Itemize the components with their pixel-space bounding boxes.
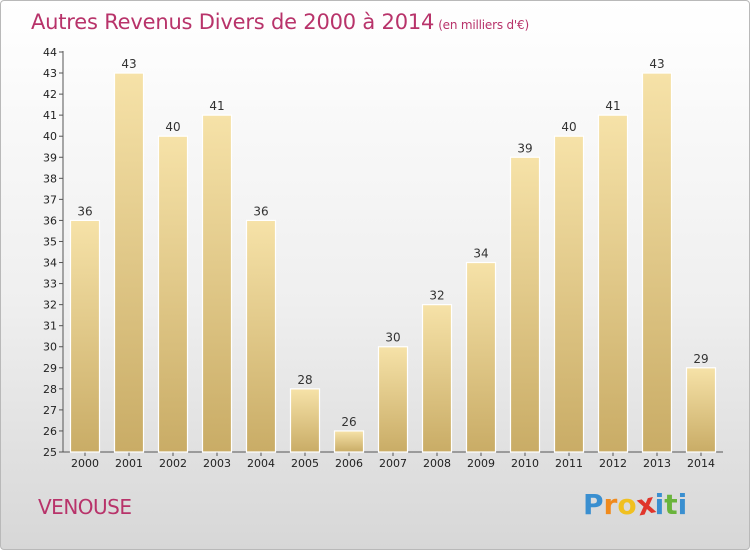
y-tick-label: 28 xyxy=(43,383,57,396)
x-tick-label: 2005 xyxy=(291,457,319,470)
bar-2011 xyxy=(553,135,585,453)
y-tick-label: 27 xyxy=(43,404,57,417)
data-label-2006: 26 xyxy=(341,415,356,429)
bar-2000 xyxy=(69,219,101,453)
x-tick-label: 2011 xyxy=(555,457,583,470)
y-tick-label: 26 xyxy=(43,425,57,438)
logo-letter: t xyxy=(664,488,678,521)
data-label-2005: 28 xyxy=(297,373,312,387)
bar-2010 xyxy=(509,156,541,453)
data-label-2003: 41 xyxy=(209,99,224,113)
logo-letter: i xyxy=(654,488,665,521)
x-tick-label: 2010 xyxy=(511,457,539,470)
data-label-2010: 39 xyxy=(517,141,532,155)
x-tick-label: 2012 xyxy=(599,457,627,470)
chart-title: Autres Revenus Divers de 2000 à 2014 (en … xyxy=(31,10,529,34)
commune-name: VENOUSE xyxy=(38,495,132,519)
bar-2005 xyxy=(289,388,321,453)
y-tick-label: 30 xyxy=(43,341,57,354)
y-tick-label: 37 xyxy=(43,193,57,206)
bar-2013 xyxy=(641,72,673,453)
x-tick-label: 2008 xyxy=(423,457,451,470)
y-tick-label: 35 xyxy=(43,235,57,248)
bar-2007 xyxy=(377,346,409,453)
data-label-2008: 32 xyxy=(429,289,444,303)
bar-2002 xyxy=(157,135,189,453)
x-tick-label: 2002 xyxy=(159,457,187,470)
proxiti-logo: Proxiti xyxy=(583,486,688,522)
logo-letter: i xyxy=(677,488,688,521)
y-tick-label: 39 xyxy=(43,151,57,164)
y-tick-label: 33 xyxy=(43,278,57,291)
y-tick-label: 34 xyxy=(43,257,57,270)
bar-2004 xyxy=(245,219,277,453)
y-tick-label: 36 xyxy=(43,214,57,227)
logo-letter: o xyxy=(617,488,637,521)
bar-2014 xyxy=(685,367,717,453)
y-tick-label: 32 xyxy=(43,299,57,312)
logo-letter: P xyxy=(583,488,604,521)
data-label-2002: 40 xyxy=(165,120,180,134)
x-tick-label: 2007 xyxy=(379,457,407,470)
data-label-2014: 29 xyxy=(693,352,708,366)
y-tick-label: 31 xyxy=(43,320,57,333)
data-label-2013: 43 xyxy=(649,57,664,71)
y-tick-label: 29 xyxy=(43,362,57,375)
chart-title-text: Autres Revenus Divers de 2000 à 2014 xyxy=(31,10,435,34)
data-label-2004: 36 xyxy=(253,204,268,218)
y-tick-label: 44 xyxy=(43,46,57,59)
y-tick-label: 43 xyxy=(43,67,57,80)
chart-axes: 25 26 27 28 29 30 31 32 33 34 35 36 37 38 39 40 41 42 43 44… xyxy=(43,46,723,470)
x-tick-label: 2006 xyxy=(335,457,363,470)
chart-bars xyxy=(69,72,717,453)
data-label-2001: 43 xyxy=(121,57,136,71)
x-tick-label: 2004 xyxy=(247,457,275,470)
data-label-2012: 41 xyxy=(605,99,620,113)
logo-letter: r xyxy=(603,488,618,521)
data-label-2009: 34 xyxy=(473,247,488,261)
bar-2009 xyxy=(465,261,497,453)
x-tick-label: 2001 xyxy=(115,457,143,470)
chart-data-labels: 36 43 40 41 36 28 26 30 32 34 39 40 41 43 29 xyxy=(77,57,708,429)
x-tick-label: 2014 xyxy=(687,457,715,470)
y-tick-label: 41 xyxy=(43,109,57,122)
y-tick-label: 40 xyxy=(43,130,57,143)
chart-subtitle: (en milliers d'€) xyxy=(438,18,529,32)
bar-2008 xyxy=(421,304,453,453)
bar-2012 xyxy=(597,114,629,453)
data-label-2007: 30 xyxy=(385,331,400,345)
bar-2006 xyxy=(333,430,365,453)
x-tick-label: 2000 xyxy=(71,457,99,470)
bar-2001 xyxy=(113,72,145,453)
y-tick-label: 42 xyxy=(43,88,57,101)
x-tick-label: 2013 xyxy=(643,457,671,470)
y-tick-label: 38 xyxy=(43,172,57,185)
y-tick-label: 25 xyxy=(43,446,57,459)
x-tick-label: 2009 xyxy=(467,457,495,470)
data-label-2011: 40 xyxy=(561,120,576,134)
x-tick-label: 2003 xyxy=(203,457,231,470)
bar-2003 xyxy=(201,114,233,453)
data-label-2000: 36 xyxy=(77,204,92,218)
